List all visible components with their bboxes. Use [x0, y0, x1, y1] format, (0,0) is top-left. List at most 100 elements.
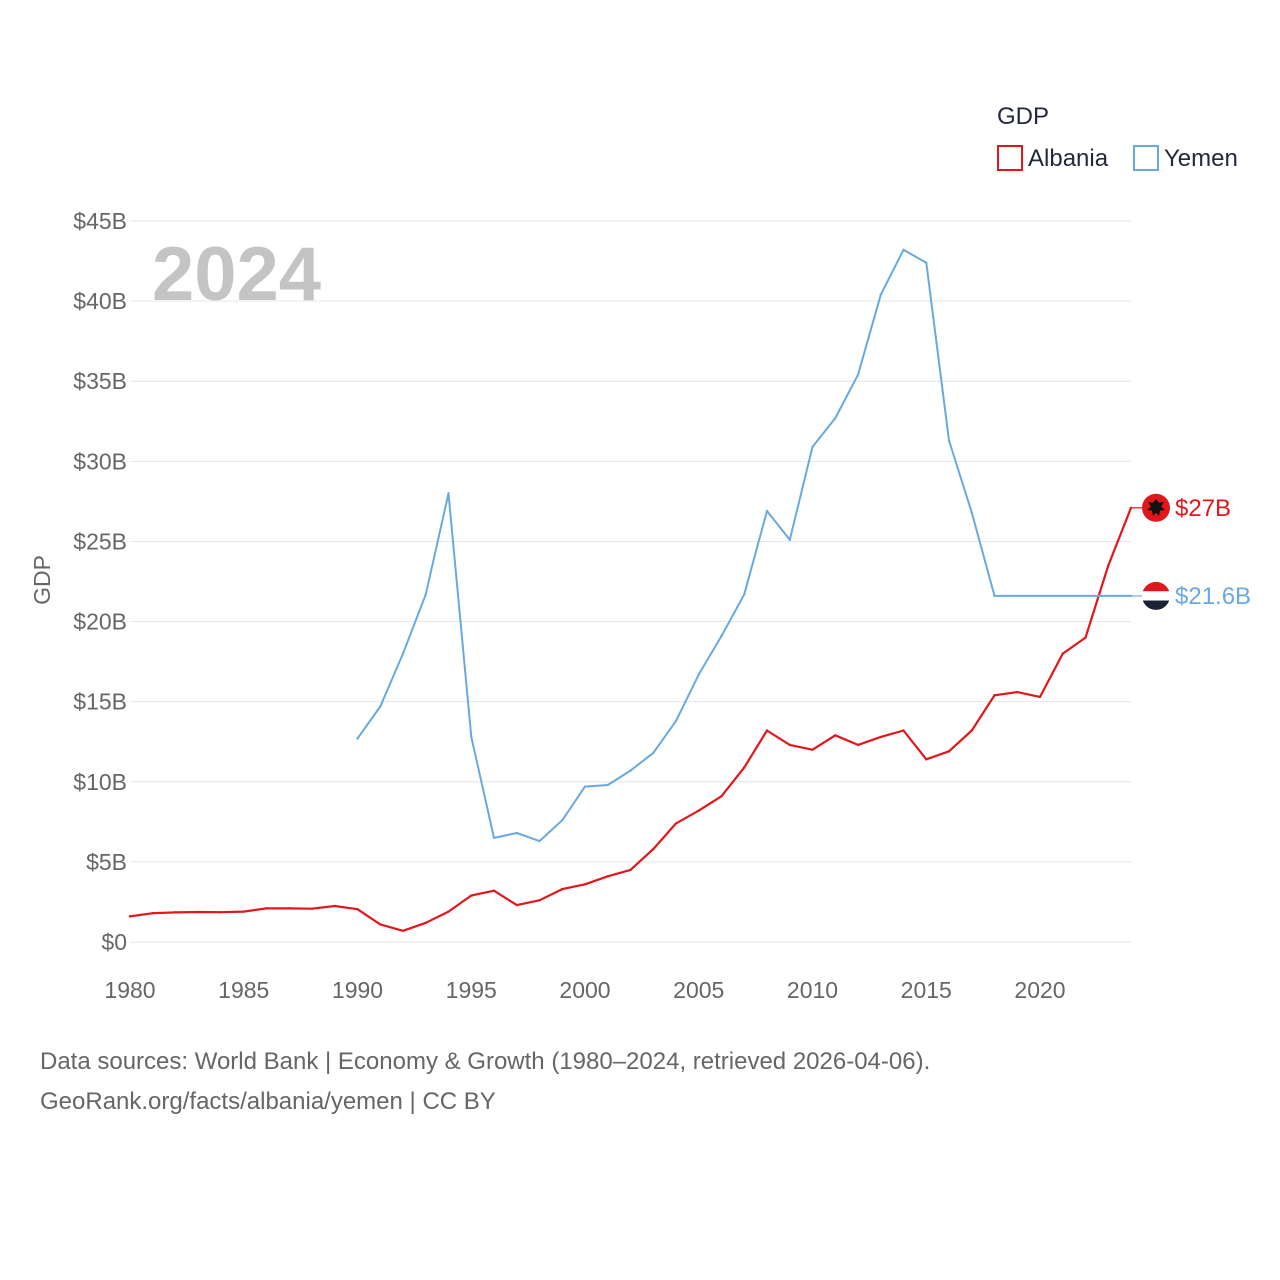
- data-point-yemen: [947, 439, 951, 442]
- data-point-albania: [561, 887, 564, 891]
- data-point-albania: [674, 822, 678, 825]
- data-point-yemen: [970, 511, 973, 514]
- x-axis-ticks: 1980 1985 1990 1995 2000 2005 2010 2015 2020: [104, 977, 1065, 1003]
- series-layer: [128, 248, 1133, 932]
- source-line: Data sources: World Bank | Economy & Gro…: [40, 1048, 931, 1075]
- gridlines: [130, 220, 1131, 943]
- data-point-yemen: [492, 836, 496, 840]
- data-point-yemen: [765, 509, 769, 513]
- data-point-yemen: [583, 785, 587, 788]
- data-point-albania: [356, 907, 359, 911]
- legend-item-albania[interactable]: Albania: [997, 145, 1109, 172]
- series-line-yemen: [356, 248, 1131, 843]
- data-point-albania: [1107, 564, 1110, 567]
- data-point-albania: [401, 929, 405, 932]
- y-axis-ticks: $0 $5B $10B $15B $20B $25B $30B $35B $40B $45B: [73, 208, 127, 955]
- data-point-albania: [128, 915, 132, 918]
- data-point-yemen: [561, 819, 564, 822]
- data-point-albania: [265, 907, 268, 910]
- x-tick-label: 1990: [332, 977, 383, 1003]
- y-tick-label: $20B: [73, 609, 127, 635]
- x-tick-label: 1985: [218, 977, 269, 1003]
- data-point-albania: [856, 743, 860, 747]
- gdp-line-chart: $0 $5B $10B $15B $20B $25B $30B $35B $40B $45B 19…: [29, 103, 1251, 1003]
- data-point-albania: [310, 907, 314, 910]
- data-point-albania: [743, 766, 746, 769]
- data-point-yemen: [379, 705, 382, 708]
- data-point-albania: [538, 899, 541, 902]
- data-point-albania: [447, 910, 450, 913]
- legend-item-yemen[interactable]: Yemen: [1133, 145, 1238, 172]
- data-point-albania: [606, 875, 609, 878]
- data-point-yemen: [925, 261, 928, 264]
- yemen-flag-icon: [1142, 581, 1170, 610]
- data-point-albania: [970, 729, 973, 732]
- data-point-albania: [993, 694, 996, 697]
- series-line-albania: [129, 507, 1133, 932]
- legend-label-yemen: Yemen: [1164, 145, 1238, 172]
- data-point-albania: [1016, 690, 1019, 694]
- data-point-yemen: [902, 248, 905, 252]
- data-point-yemen: [652, 751, 655, 755]
- data-point-yemen: [606, 783, 609, 787]
- x-tick-label: 2020: [1014, 977, 1065, 1003]
- data-point-albania: [1061, 652, 1064, 655]
- data-point-albania: [379, 923, 382, 926]
- series-yemen: [356, 248, 1133, 843]
- data-point-albania: [1084, 636, 1087, 639]
- year-watermark: 2024: [152, 232, 321, 317]
- license-line[interactable]: GeoRank.org/facts/albania/yemen | CC BY: [40, 1088, 496, 1115]
- x-tick-label: 2005: [673, 977, 724, 1003]
- y-tick-label: $10B: [73, 769, 127, 795]
- y-axis-label: GDP: [29, 555, 55, 605]
- y-tick-label: $35B: [73, 368, 127, 394]
- data-point-albania: [492, 889, 496, 892]
- data-point-albania: [720, 794, 723, 798]
- data-point-yemen: [811, 445, 814, 449]
- data-point-yemen: [834, 416, 837, 420]
- data-point-albania: [151, 911, 154, 915]
- data-point-yemen: [356, 737, 359, 740]
- data-point-albania: [333, 904, 336, 908]
- data-point-albania: [902, 729, 905, 732]
- legend-label-albania: Albania: [1028, 145, 1109, 172]
- data-point-albania: [242, 910, 245, 913]
- data-point-yemen: [629, 769, 632, 772]
- data-point-yemen: [788, 538, 791, 542]
- data-point-albania: [583, 883, 587, 886]
- y-tick-label: $0: [101, 929, 127, 955]
- x-tick-label: 2010: [787, 977, 838, 1003]
- data-point-yemen: [424, 593, 427, 596]
- data-point-albania: [629, 868, 632, 872]
- y-tick-label: $30B: [73, 448, 127, 474]
- x-tick-label: 1980: [104, 977, 155, 1003]
- y-tick-label: $15B: [73, 689, 127, 715]
- data-point-albania: [470, 894, 473, 897]
- data-point-yemen: [720, 634, 723, 638]
- y-tick-label: $40B: [73, 288, 127, 314]
- data-point-albania: [652, 847, 655, 851]
- data-point-yemen: [879, 293, 882, 296]
- data-point-albania: [424, 921, 427, 924]
- legend: GDP Albania Yemen: [997, 103, 1238, 172]
- data-point-albania: [174, 911, 177, 914]
- data-point-yemen: [401, 652, 405, 655]
- data-point-albania: [1038, 695, 1042, 699]
- y-tick-label: $45B: [73, 208, 127, 234]
- data-point-albania: [219, 910, 223, 914]
- data-source-footer: Data sources: World Bank | Economy & Gro…: [40, 1042, 930, 1122]
- yemen-end-value: $21.6B: [1175, 583, 1251, 610]
- legend-swatch-yemen: [1133, 145, 1159, 171]
- albania-end-marker: $27B: [1131, 493, 1231, 522]
- series-albania: [128, 506, 1133, 932]
- data-point-albania: [765, 729, 769, 732]
- albania-flag-icon: [1142, 493, 1170, 522]
- data-point-yemen: [470, 735, 473, 739]
- data-point-yemen: [856, 373, 860, 377]
- legend-swatch-albania: [997, 145, 1023, 171]
- data-point-yemen: [674, 719, 678, 723]
- legend-title: GDP: [997, 103, 1049, 130]
- x-tick-label: 1995: [446, 977, 497, 1003]
- data-point-yemen: [538, 839, 541, 843]
- yemen-end-marker: $21.6B: [994, 581, 1251, 610]
